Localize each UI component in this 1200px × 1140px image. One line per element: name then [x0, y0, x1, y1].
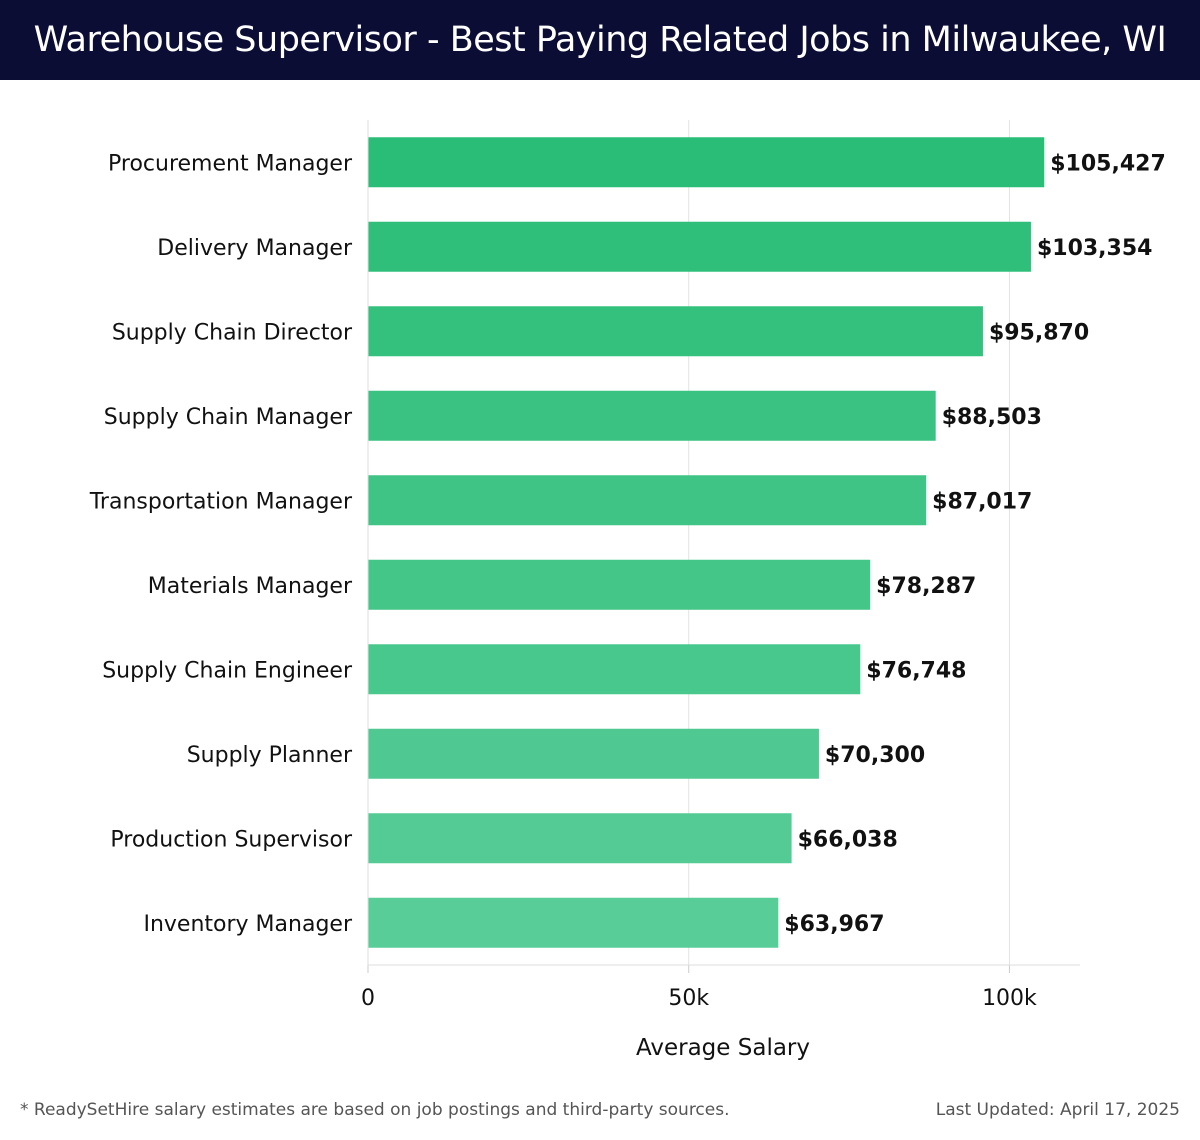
value-label: $103,354	[1037, 236, 1153, 261]
bar-supply-chain-director	[368, 306, 983, 357]
bar-supply-chain-engineer	[368, 644, 861, 695]
category-label: Supply Planner	[187, 743, 353, 768]
value-label: $70,300	[825, 743, 925, 768]
category-label: Transportation Manager	[89, 489, 353, 514]
footer-last-updated: Last Updated: April 17, 2025	[935, 1100, 1180, 1120]
value-label: $87,017	[932, 489, 1032, 514]
category-label: Delivery Manager	[157, 236, 353, 261]
x-axis-title: Average Salary	[636, 1035, 810, 1061]
title-bar: Warehouse Supervisor - Best Paying Relat…	[0, 0, 1200, 80]
category-label: Inventory Manager	[143, 912, 352, 937]
axis-layer: 0 50k 100k	[361, 120, 1080, 1011]
bar-delivery-manager	[368, 221, 1031, 272]
category-label: Supply Chain Director	[112, 320, 353, 345]
value-label: $63,967	[784, 912, 884, 937]
page-title: Warehouse Supervisor - Best Paying Relat…	[33, 20, 1167, 60]
value-label: $66,038	[798, 827, 898, 852]
bar-supply-chain-manager	[368, 390, 936, 441]
bar-procurement-manager	[368, 137, 1045, 188]
bar-transportation-manager	[368, 475, 927, 526]
footer-note: * ReadySetHire salary estimates are base…	[20, 1100, 730, 1120]
category-label: Supply Chain Engineer	[102, 658, 353, 683]
x-tick-label: 100k	[982, 986, 1037, 1011]
bar-materials-manager	[368, 559, 871, 610]
salary-bar-chart: Procurement Manager $105,427 Delivery Mana…	[89, 120, 1166, 1061]
category-label: Supply Chain Manager	[104, 405, 353, 430]
category-label: Materials Manager	[148, 574, 353, 599]
category-label: Procurement Manager	[108, 151, 353, 176]
bar-supply-planner	[368, 728, 819, 779]
bar-production-supervisor	[368, 813, 792, 864]
category-label: Production Supervisor	[110, 827, 353, 852]
bar-inventory-manager	[368, 897, 779, 948]
value-label: $78,287	[876, 574, 976, 599]
value-label: $76,748	[866, 658, 966, 683]
value-label: $88,503	[942, 405, 1042, 430]
label-layer: Procurement Manager $105,427 Delivery Mana…	[89, 151, 1166, 937]
x-tick-label: 0	[361, 986, 375, 1011]
value-label: $95,870	[989, 320, 1089, 345]
bar-layer	[368, 137, 1045, 948]
value-label: $105,427	[1050, 151, 1166, 176]
x-tick-label: 50k	[668, 986, 709, 1011]
